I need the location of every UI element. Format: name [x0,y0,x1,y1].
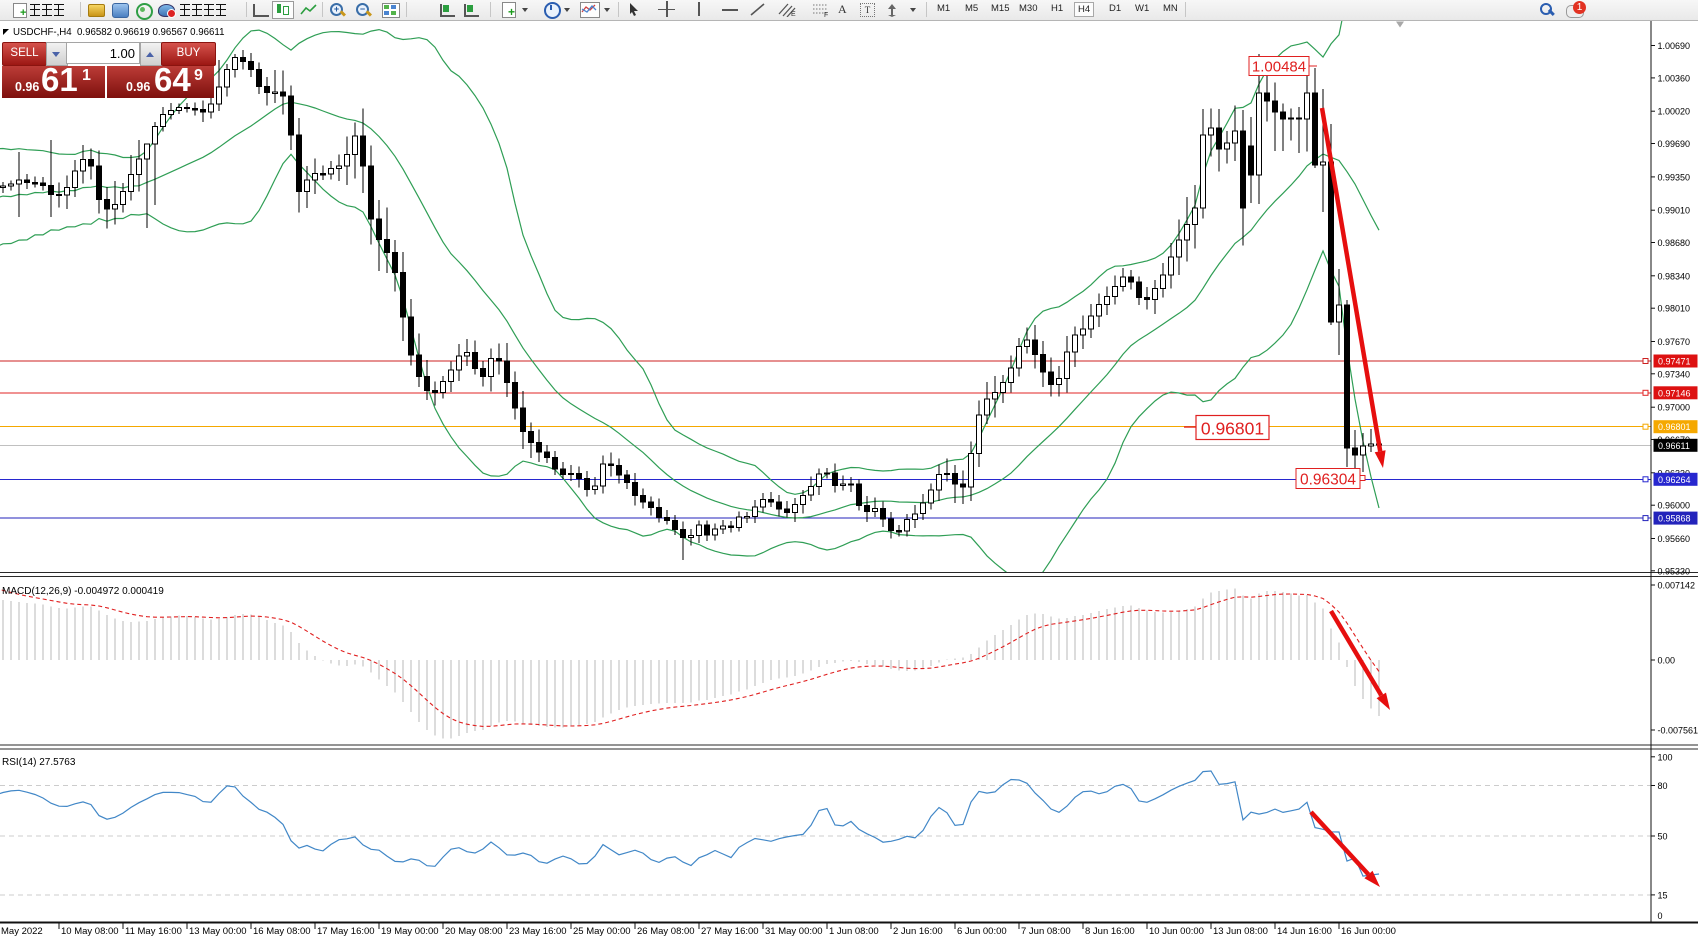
svg-text:80: 80 [1658,781,1668,791]
svg-text:0.95330: 0.95330 [1658,566,1691,576]
svg-text:0.98680: 0.98680 [1658,238,1691,248]
svg-text:0.98340: 0.98340 [1658,271,1691,281]
svg-text:0.97340: 0.97340 [1658,369,1691,379]
svg-text:0.96801: 0.96801 [1201,419,1264,439]
svg-text:0.99010: 0.99010 [1658,206,1691,216]
svg-text:10 Jun 00:00: 10 Jun 00:00 [1149,926,1204,937]
svg-text:27 May 16:00: 27 May 16:00 [701,926,759,937]
svg-text:0.98010: 0.98010 [1658,304,1691,314]
svg-text:31 May 00:00: 31 May 00:00 [765,926,823,937]
svg-text:23 May 16:00: 23 May 16:00 [509,926,567,937]
svg-text:0.97000: 0.97000 [1658,403,1691,413]
svg-text:10 May 08:00: 10 May 08:00 [61,926,119,937]
svg-text:0.95868: 0.95868 [1658,514,1691,524]
svg-text:14 Jun 16:00: 14 Jun 16:00 [1277,926,1332,937]
svg-text:11 May 16:00: 11 May 16:00 [125,926,182,937]
svg-text:1.00484: 1.00484 [1252,59,1306,76]
svg-text:E: E [791,11,796,17]
svg-text:100: 100 [1658,752,1673,762]
svg-text:1.00690: 1.00690 [1658,41,1691,51]
svg-text:0.99350: 0.99350 [1658,172,1691,182]
svg-text:0.96801: 0.96801 [1658,422,1691,432]
svg-text:13 May 00:00: 13 May 00:00 [189,926,247,937]
svg-text:0.97670: 0.97670 [1658,337,1691,347]
svg-text:1.00020: 1.00020 [1658,107,1691,117]
svg-text:MACD(12,26,9) -0.004972 0.0004: MACD(12,26,9) -0.004972 0.000419 [2,586,164,597]
svg-text:8 Jun 16:00: 8 Jun 16:00 [1085,926,1135,937]
svg-text:USDCHF-,H4 0.96582 0.96619 0.: USDCHF-,H4 0.96582 0.96619 0.96567 0.966… [13,27,224,38]
svg-text:6 Jun 00:00: 6 Jun 00:00 [957,926,1007,937]
svg-text:0.007142: 0.007142 [1658,581,1696,591]
svg-text:16 May 08:00: 16 May 08:00 [253,926,311,937]
svg-text:May 2022: May 2022 [1,926,43,937]
svg-text:F: F [824,12,828,17]
svg-text:-0.007561: -0.007561 [1658,726,1698,736]
svg-text:7 Jun 08:00: 7 Jun 08:00 [1021,926,1071,937]
svg-text:2 Jun 16:00: 2 Jun 16:00 [893,926,943,937]
svg-text:17 May 16:00: 17 May 16:00 [317,926,375,937]
svg-text:0.96611: 0.96611 [1658,441,1690,451]
svg-text:1.00360: 1.00360 [1658,73,1691,83]
svg-text:20 May 08:00: 20 May 08:00 [445,926,503,937]
svg-text:0: 0 [1658,911,1663,921]
svg-text:0.00: 0.00 [1658,656,1676,666]
svg-text:26 May 08:00: 26 May 08:00 [637,926,695,937]
svg-text:0.97146: 0.97146 [1658,388,1691,398]
svg-text:50: 50 [1658,832,1668,842]
svg-text:0.96264: 0.96264 [1658,475,1691,485]
svg-text:15: 15 [1658,890,1668,900]
svg-text:0.95660: 0.95660 [1658,534,1691,544]
svg-text:1 Jun 08:00: 1 Jun 08:00 [829,926,879,937]
svg-text:0.97471: 0.97471 [1658,357,1691,367]
svg-text:16 Jun 00:00: 16 Jun 00:00 [1341,926,1396,937]
svg-text:25 May 00:00: 25 May 00:00 [573,926,631,937]
svg-text:13 Jun 08:00: 13 Jun 08:00 [1213,926,1268,937]
svg-text:RSI(14) 27.5763: RSI(14) 27.5763 [2,757,76,768]
svg-text:0.96000: 0.96000 [1658,501,1691,511]
svg-text:19 May 00:00: 19 May 00:00 [381,926,439,937]
svg-text:0.96304: 0.96304 [1300,472,1356,489]
svg-text:0.99690: 0.99690 [1658,139,1691,149]
